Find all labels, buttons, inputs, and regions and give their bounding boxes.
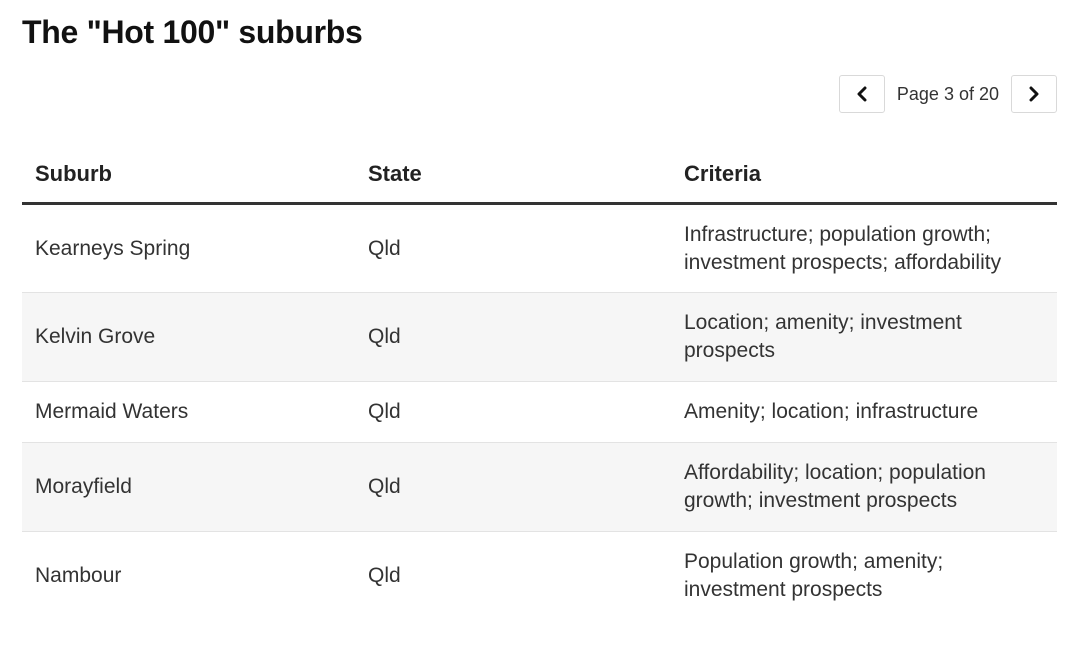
table-row: Nambour Qld Population growth; amenity; … (22, 532, 1057, 621)
cell-criteria: Amenity; location; infrastructure (671, 381, 1057, 443)
chevron-left-icon (857, 86, 867, 102)
table-row: Kearneys Spring Qld Infrastructure; popu… (22, 203, 1057, 293)
cell-criteria: Location; amenity; investment prospects (671, 292, 1057, 382)
column-header-suburb: Suburb (22, 146, 355, 205)
cell-criteria: Affordability; location; population grow… (671, 442, 1057, 532)
table-row: Mermaid Waters Qld Amenity; location; in… (22, 381, 1057, 443)
cell-suburb: Kearneys Spring (22, 203, 355, 293)
suburbs-table-container: Suburb State Criteria Kearneys Spring Ql… (22, 146, 1057, 621)
page-title: The "Hot 100" suburbs (22, 14, 363, 50)
pagination: Page 3 of 20 (838, 74, 1057, 114)
prev-page-button[interactable] (838, 75, 885, 113)
suburbs-table: Suburb State Criteria Kearneys Spring Ql… (22, 146, 1057, 621)
table-row: Kelvin Grove Qld Location; amenity; inve… (22, 292, 1057, 382)
cell-criteria: Population growth; amenity; investment p… (684, 550, 944, 602)
chevron-right-icon (1029, 86, 1039, 102)
cell-state: Qld (355, 442, 671, 532)
column-header-criteria: Criteria (671, 146, 1057, 205)
cell-state: Qld (368, 564, 401, 588)
cell-state: Qld (355, 203, 671, 293)
column-header-state: State (355, 146, 671, 205)
cell-suburb: Kelvin Grove (22, 292, 355, 382)
cell-state: Qld (355, 381, 671, 443)
table-header-row: Suburb State Criteria (22, 146, 1057, 205)
page-indicator: Page 3 of 20 (896, 83, 999, 104)
next-page-button[interactable] (1011, 75, 1057, 113)
cell-suburb: Morayfield (22, 442, 355, 532)
cell-suburb: Nambour (35, 564, 122, 588)
cell-criteria: Infrastructure; population growth; inves… (671, 203, 1057, 293)
cell-state: Qld (355, 292, 671, 382)
table-row: Morayfield Qld Affordability; location; … (22, 442, 1057, 532)
cell-suburb: Mermaid Waters (22, 381, 355, 443)
